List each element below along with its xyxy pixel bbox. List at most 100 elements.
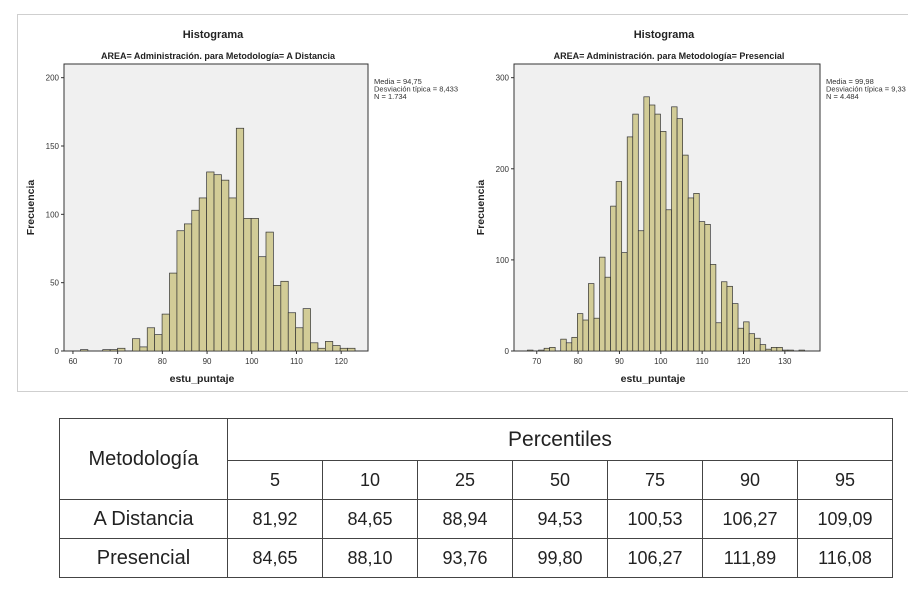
- histogram-bar: [295, 327, 304, 352]
- histogram-bar: [560, 338, 567, 352]
- y-tick-label: 0: [55, 347, 60, 356]
- histogram-bar: [743, 321, 750, 352]
- stats-text: Desviación típica = 9,33: [826, 85, 906, 94]
- histogram-bar: [206, 171, 215, 352]
- chart-title: Histograma: [634, 29, 695, 41]
- cell: 88,94: [417, 499, 513, 539]
- histogram-bar: [632, 113, 639, 352]
- chart-subtitle: AREA= Administración. para Metodología= …: [554, 51, 785, 61]
- percentile-header: 95: [797, 460, 893, 500]
- histogram-figure: Histograma AREA= Administración. para Met…: [17, 14, 908, 392]
- histogram-bar: [577, 313, 584, 352]
- percentile-header: 75: [607, 460, 703, 500]
- cell: 84,65: [322, 499, 418, 539]
- y-tick-label: 300: [496, 74, 510, 83]
- percentile-header: 50: [512, 460, 608, 500]
- cell: 94,53: [512, 499, 608, 539]
- cell: 99,80: [512, 538, 608, 578]
- percentile-header: 10: [322, 460, 418, 500]
- histogram-bar: [721, 281, 728, 352]
- histogram-bar: [754, 337, 761, 352]
- y-tick-label: 200: [496, 165, 510, 174]
- header-percentiles: Percentiles: [227, 418, 893, 461]
- histogram-bar: [243, 218, 252, 352]
- histogram-bar: [102, 349, 111, 352]
- histogram-bar: [704, 224, 711, 352]
- histogram-bar: [339, 347, 348, 352]
- histogram-bar: [258, 256, 267, 352]
- histogram-bar: [626, 136, 634, 352]
- histograms-svg: Histograma AREA= Administración. para Met…: [25, 29, 906, 385]
- histogram-bar: [213, 174, 222, 352]
- histogram-bar: [273, 285, 282, 352]
- histogram-bar: [132, 338, 141, 352]
- histogram-bar: [654, 113, 661, 352]
- stats-text: N = 1.734: [374, 92, 407, 101]
- percentile-header: 90: [702, 460, 798, 500]
- histogram-bar: [571, 336, 578, 352]
- histogram-bar: [649, 104, 656, 352]
- cell: 106,27: [702, 499, 798, 539]
- histogram-bar: [183, 223, 193, 352]
- histogram-bar: [698, 221, 706, 352]
- cell: 106,27: [607, 538, 703, 578]
- histogram-bar: [671, 106, 678, 352]
- histogram-bar: [687, 197, 695, 352]
- histogram-bar: [787, 349, 794, 352]
- histogram-bar: [615, 181, 623, 352]
- histogram-bar: [527, 349, 534, 352]
- histogram-bar: [287, 312, 297, 352]
- histogram-bar: [549, 347, 556, 352]
- histogram-bar: [80, 349, 89, 352]
- histogram-bar: [676, 118, 683, 352]
- histogram-bar: [228, 197, 237, 352]
- x-tick-label: 100: [245, 357, 259, 366]
- stats-text: Desviación típica = 8,433: [374, 85, 458, 94]
- x-tick-label: 90: [615, 357, 624, 366]
- x-axis-label: estu_puntaje: [170, 373, 235, 385]
- histogram-bar: [250, 218, 259, 352]
- histogram-bar: [759, 344, 767, 352]
- histogram-bar: [347, 347, 356, 352]
- x-tick-label: 90: [203, 357, 212, 366]
- histogram-bar: [117, 347, 126, 352]
- histogram-bar: [643, 96, 650, 352]
- histogram-bar: [621, 252, 628, 352]
- histogram-bar: [693, 193, 700, 352]
- histogram-bar: [715, 322, 722, 352]
- table-row: Presencial 84,65 88,10 93,76 99,80 106,2…: [59, 538, 893, 578]
- cell: 84,65: [227, 538, 323, 578]
- histogram-bar: [146, 327, 156, 352]
- histogram-bar: [726, 285, 733, 352]
- x-axis-label: estu_puntaje: [621, 373, 686, 385]
- percentile-header: 25: [417, 460, 513, 500]
- histogram-bar: [191, 209, 200, 352]
- percentiles-table: Metodología Percentiles 5 10 25 50 75 90…: [59, 418, 893, 578]
- histogram-bar: [604, 276, 611, 352]
- histogram-bar: [599, 256, 606, 352]
- x-tick-label: 100: [654, 357, 668, 366]
- histogram-bar: [161, 313, 170, 352]
- histogram-bar: [280, 280, 289, 352]
- histogram-bar: [610, 205, 617, 352]
- cell: 111,89: [702, 538, 798, 578]
- y-tick-label: 100: [496, 256, 510, 265]
- y-tick-label: 0: [505, 347, 510, 356]
- histogram-bar: [637, 230, 645, 352]
- cell: 81,92: [227, 499, 323, 539]
- x-tick-label: 120: [737, 357, 751, 366]
- x-tick-label: 110: [696, 357, 709, 366]
- y-tick-label: 200: [46, 74, 60, 83]
- y-axis-label: Frecuencia: [475, 180, 487, 236]
- stats-text: N = 4.484: [826, 92, 859, 101]
- table-row: A Distancia 81,92 84,65 88,94 94,53 100,…: [59, 499, 893, 539]
- chart-subtitle: AREA= Administración. para Metodología= …: [101, 51, 336, 61]
- x-tick-label: 60: [68, 357, 77, 366]
- x-tick-label: 70: [113, 357, 122, 366]
- histogram-bar: [265, 231, 274, 352]
- histogram-bar: [538, 349, 545, 352]
- histogram-bar: [660, 131, 667, 352]
- histogram-bar: [169, 272, 178, 352]
- stats-text: Media = 99,98: [826, 77, 874, 86]
- histogram-bar: [317, 347, 326, 352]
